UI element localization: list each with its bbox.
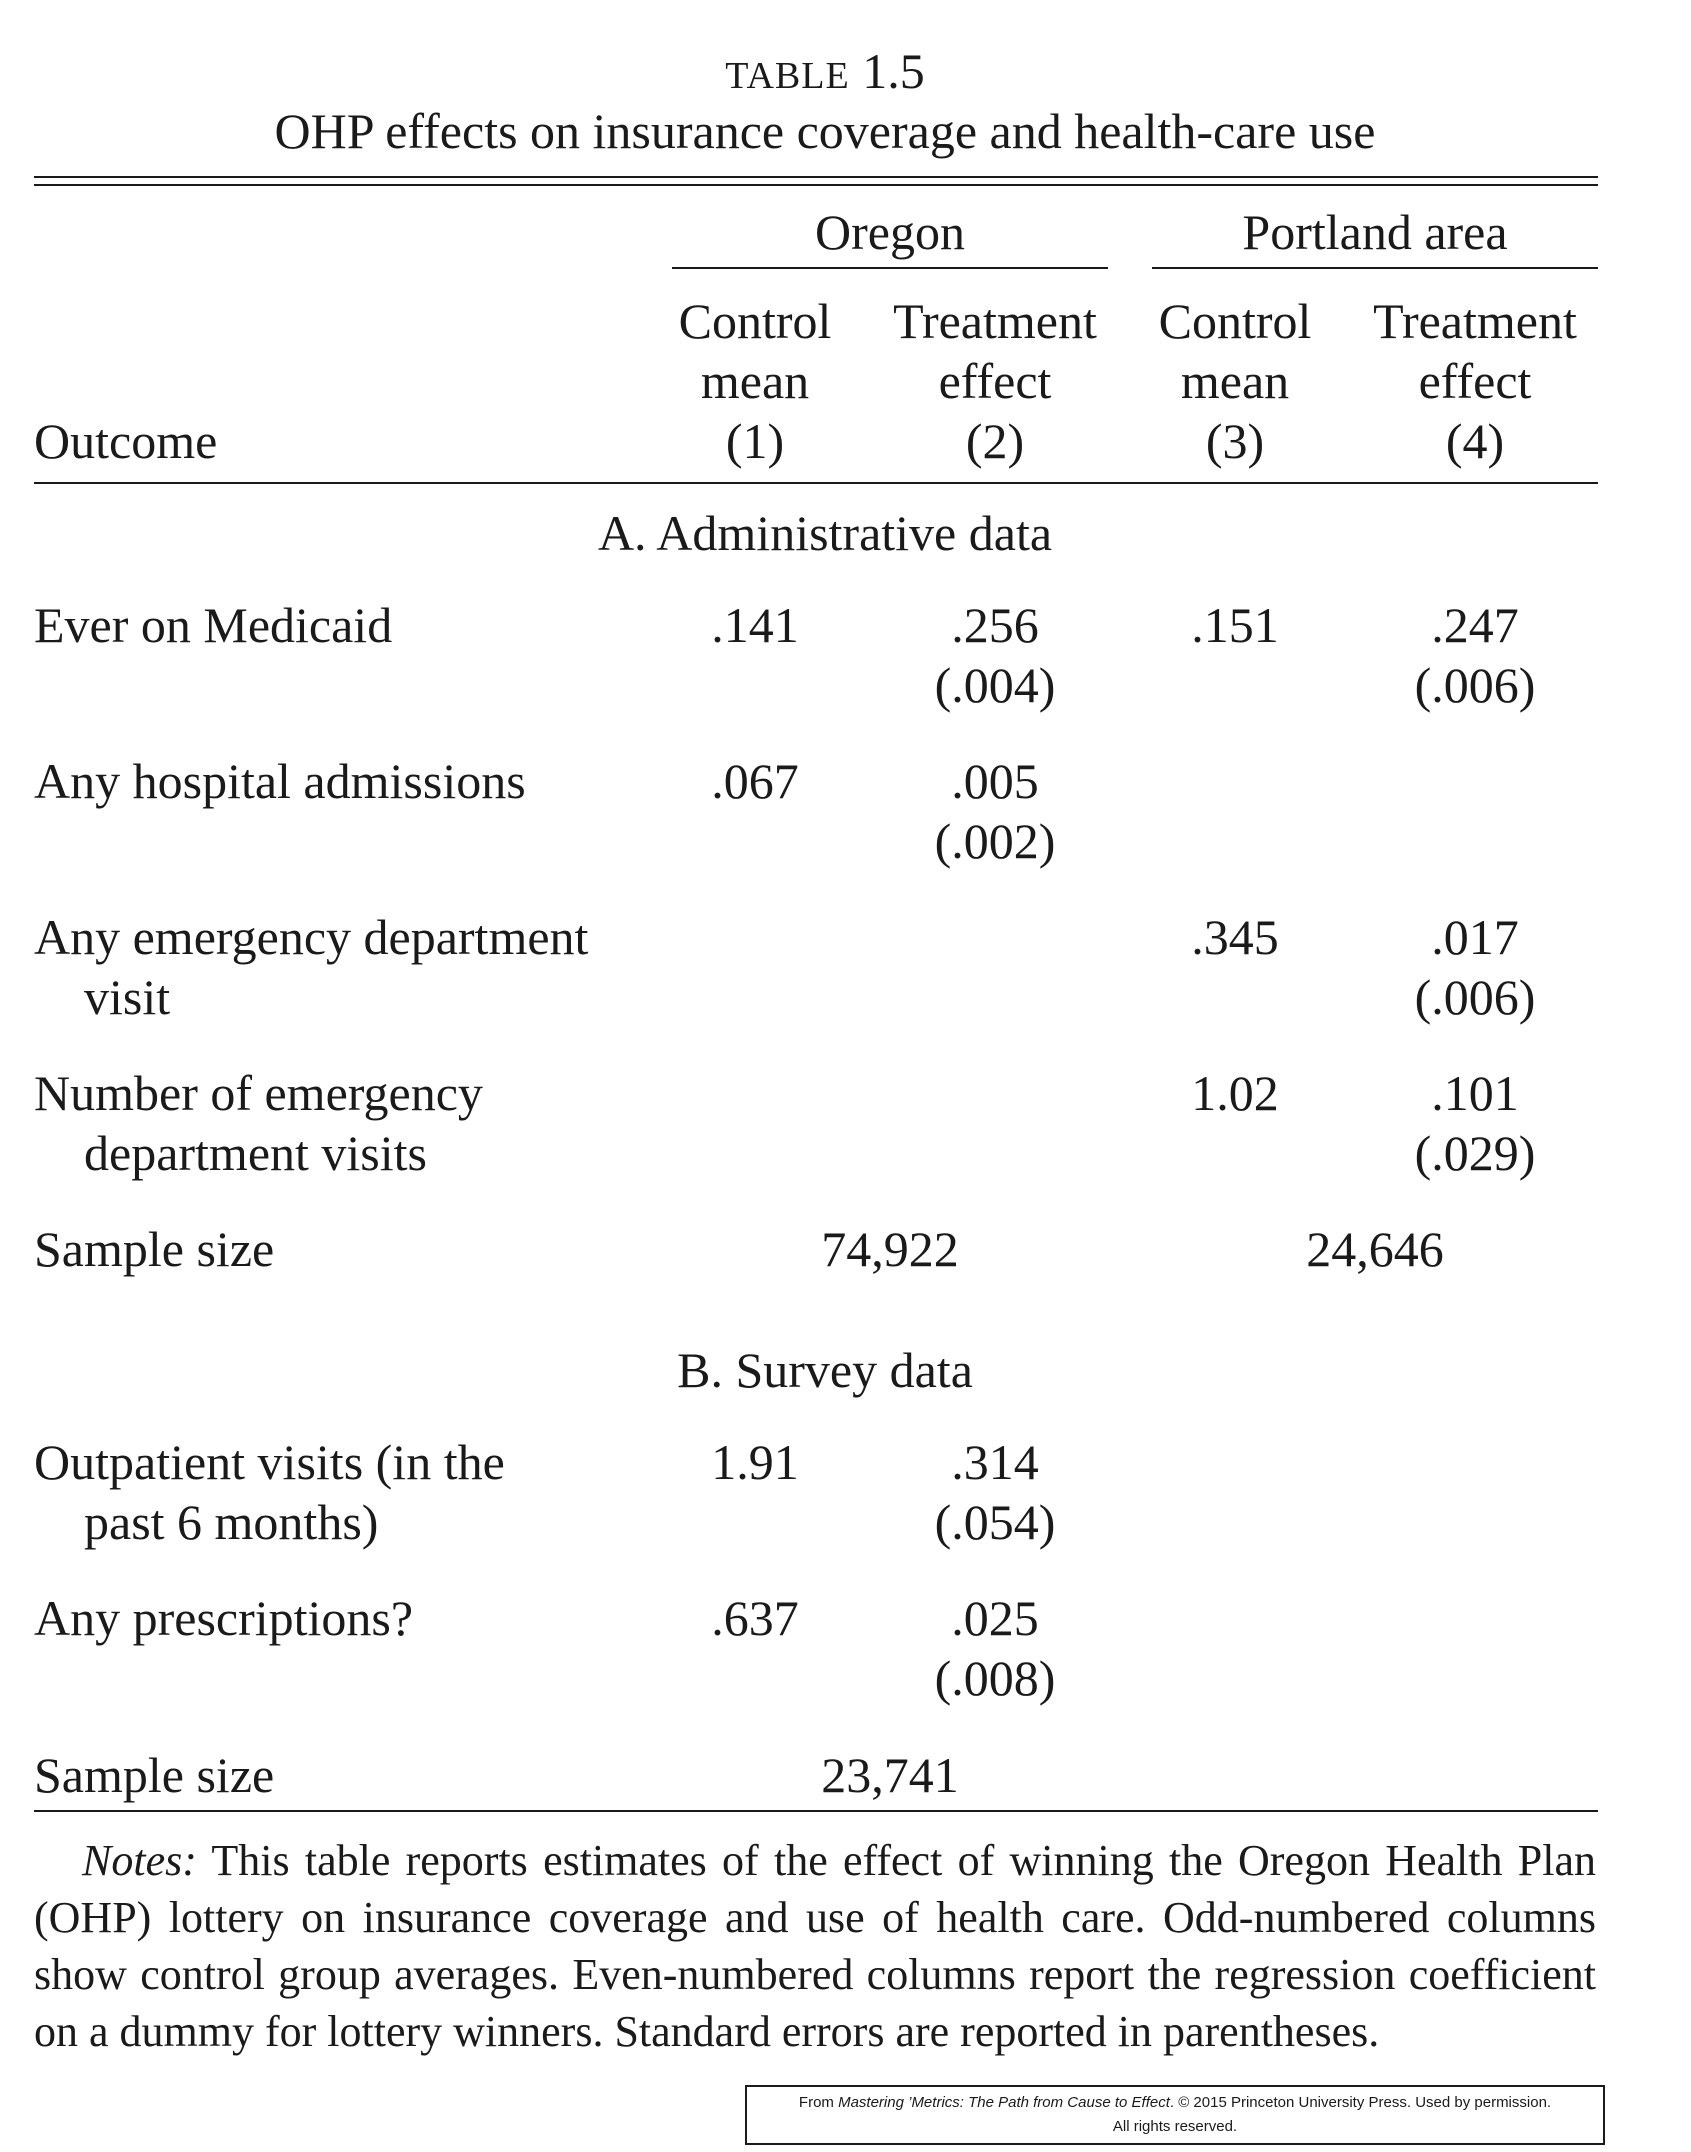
row-label-continuation: department visits: [84, 1125, 427, 1181]
col3-value: 1.02: [1191, 1065, 1279, 1121]
table-label: TABLE 1.5: [0, 46, 1650, 96]
col3-number: (3): [1205, 413, 1265, 469]
col4-std-error: (.006): [1414, 969, 1536, 1025]
col1-value: .067: [711, 753, 799, 809]
col4-std-error: (.006): [1414, 657, 1536, 713]
top-rule-2: [34, 184, 1598, 186]
col1-line1: Control: [678, 293, 832, 349]
row-label: Ever on Medicaid: [34, 597, 393, 653]
credit-line-2: All rights reserved.: [1112, 2118, 1238, 2135]
table-title: OHP effects on insurance coverage and he…: [274, 103, 1376, 159]
col4-std-error: (.029): [1414, 1125, 1536, 1181]
col4-value: .247: [1431, 597, 1519, 653]
col2-value: .025: [951, 1590, 1039, 1646]
col1-line2: mean: [700, 353, 810, 409]
col2-value: .256: [951, 597, 1039, 653]
row-label: Any hospital admissions: [34, 753, 526, 809]
col1-number: (1): [725, 413, 785, 469]
col2-std-error: (.054): [934, 1494, 1056, 1550]
col2-value: .005: [951, 753, 1039, 809]
outcome-header: Outcome: [34, 413, 218, 469]
col1-value: 1.91: [711, 1434, 799, 1490]
bottom-rule: [34, 1810, 1598, 1812]
col4-number: (4): [1445, 413, 1505, 469]
sample-size-oregon: 23,741: [821, 1747, 959, 1803]
col3-line1: Control: [1158, 293, 1312, 349]
row-label-continuation: past 6 months): [84, 1494, 379, 1550]
row-label: Outpatient visits (in the: [34, 1434, 505, 1490]
notes-label: Notes:: [82, 1836, 197, 1885]
table-notes: Notes: This table reports estimates of t…: [34, 1832, 1596, 2060]
col2-number: (2): [965, 413, 1025, 469]
credit-book-title: Mastering ’Metrics: The Path from Cause …: [838, 2094, 1170, 2111]
col3-value: .345: [1191, 909, 1279, 965]
col1-value: .637: [711, 1590, 799, 1646]
row-label: Number of emergency: [34, 1065, 483, 1121]
col2-std-error: (.002): [934, 813, 1056, 869]
sample-size-oregon: 74,922: [821, 1221, 959, 1277]
col2-value: .314: [951, 1434, 1039, 1490]
col2-line1: Treatment: [893, 293, 1097, 349]
sample-size-label: Sample size: [34, 1221, 275, 1277]
row-label: Any prescriptions?: [34, 1590, 414, 1646]
credit-suffix: . © 2015 Princeton University Press. Use…: [1169, 2094, 1552, 2111]
col2-line2: effect: [938, 353, 1052, 409]
credit-line-1: From Mastering ’Metrics: The Path from C…: [747, 2091, 1603, 2115]
oregon-group-rule: [672, 267, 1108, 269]
panel-b-title: B. Survey data: [677, 1342, 973, 1398]
sample-size-label: Sample size: [34, 1747, 275, 1803]
credit-prefix: From: [798, 2094, 839, 2111]
table-label-word: TABLE: [725, 55, 850, 97]
col4-value: .101: [1431, 1065, 1519, 1121]
panel-a-title: A. Administrative data: [597, 505, 1053, 561]
group-header-oregon: Oregon: [815, 204, 965, 260]
group-header-portland: Portland area: [1242, 204, 1508, 260]
header-rule: [34, 482, 1598, 484]
col4-value: .017: [1431, 909, 1519, 965]
col3-value: .151: [1191, 597, 1279, 653]
table-label-number: 1.5: [862, 43, 925, 99]
sample-size-portland: 24,646: [1306, 1221, 1444, 1277]
row-label-continuation: visit: [84, 969, 171, 1025]
col4-line1: Treatment: [1373, 293, 1577, 349]
col3-line2: mean: [1180, 353, 1290, 409]
copyright-credit: From Mastering ’Metrics: The Path from C…: [745, 2085, 1605, 2145]
col4-line2: effect: [1418, 353, 1532, 409]
portland-group-rule: [1152, 267, 1598, 269]
col2-std-error: (.008): [934, 1650, 1056, 1706]
notes-text: This table reports estimates of the effe…: [34, 1836, 1596, 2056]
col1-value: .141: [711, 597, 799, 653]
col2-std-error: (.004): [934, 657, 1056, 713]
top-rule-1: [34, 176, 1598, 178]
row-label: Any emergency department: [34, 909, 589, 965]
